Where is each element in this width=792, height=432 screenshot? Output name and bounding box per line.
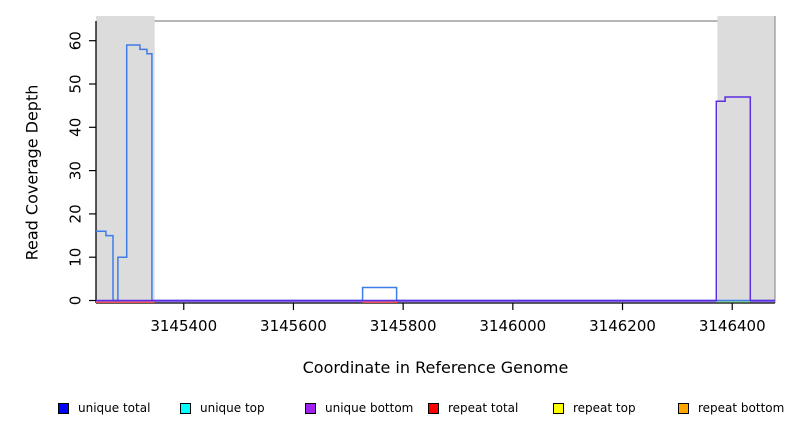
x-tick-label: 3146200	[589, 317, 656, 335]
series-unique-bottom-line	[96, 96, 775, 302]
x-tick-label: 3146400	[699, 317, 766, 335]
right-repeat-region-highlight	[717, 16, 775, 303]
left-repeat-region-highlight	[96, 16, 155, 303]
x-tick-label: 3145800	[370, 317, 437, 335]
y-tick-label: 60	[67, 31, 85, 50]
x-tick-label: 3146000	[479, 317, 546, 335]
y-tick-label: 20	[67, 204, 85, 223]
y-tick-label: 30	[67, 161, 85, 180]
x-axis-title: Coordinate in Reference Genome	[302, 358, 569, 377]
y-tick-label: 40	[67, 118, 85, 137]
x-tick-label: 3145400	[150, 317, 217, 335]
series-unique-total-line	[96, 44, 775, 302]
y-tick-label: 50	[67, 74, 85, 93]
y-tick-label: 10	[67, 248, 85, 267]
y-axis-title: Read Coverage Depth	[22, 84, 42, 261]
y-tick-label: 0	[67, 296, 85, 306]
x-tick-label: 3145600	[260, 317, 327, 335]
